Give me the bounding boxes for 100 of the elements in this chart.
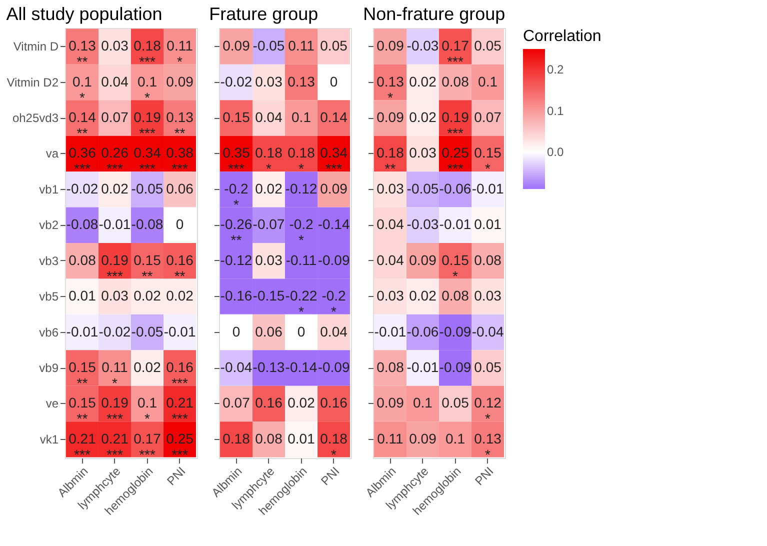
data-label: 0.09	[320, 180, 348, 196]
data-label: 0.02	[255, 180, 283, 196]
color-bar-label: 0.0	[547, 144, 564, 159]
data-label: -0.03	[406, 38, 439, 54]
y-tick-label: va	[46, 146, 59, 161]
data-label: 0.08	[376, 359, 404, 375]
data-label: -0.09	[318, 252, 350, 268]
data-label: 0.08	[442, 288, 470, 304]
data-label: 0.02	[134, 359, 162, 375]
data-label: -0.02	[220, 73, 252, 90]
data-label: 0.03	[409, 144, 437, 161]
data-label: 0.18 ***	[134, 38, 162, 70]
data-label: 0.17 ***	[134, 430, 162, 462]
y-tick-label: ve	[46, 396, 59, 411]
data-label: 0	[297, 323, 306, 340]
y-tick-label: Vitmin D	[13, 40, 59, 54]
data-label: 0.03	[376, 288, 404, 304]
data-label: 0.03	[255, 73, 283, 90]
data-label: -0.06	[406, 323, 439, 340]
data-label: 0.03	[101, 38, 129, 54]
data-label: -0.12	[220, 252, 252, 268]
data-label: 0	[330, 73, 338, 90]
data-label: 0.02	[409, 73, 437, 90]
data-label: -0.02	[66, 180, 98, 196]
data-label: 0.19 ***	[134, 109, 162, 141]
data-label: 0.12 *	[474, 394, 502, 427]
data-label: 0.34 ***	[134, 144, 162, 177]
data-label: 0.02	[409, 109, 437, 125]
data-label: 0.36 ***	[68, 144, 96, 177]
data-label: 0.17 ***	[442, 38, 470, 70]
data-label: 0.25 ***	[166, 430, 194, 462]
data-label: -0.22 *	[285, 288, 318, 320]
data-label: 0.14 **	[68, 109, 96, 141]
data-label: 0.06	[166, 180, 194, 196]
data-label: 0.11 *	[102, 359, 128, 391]
data-label: 0.35 ***	[222, 144, 250, 177]
data-label: -0.2 *	[289, 216, 314, 248]
data-label: 0.04	[320, 323, 348, 340]
data-label: 0.03	[474, 288, 502, 304]
y-tick-label: Vitmin D2	[6, 75, 59, 90]
data-label: -0.16	[220, 288, 252, 304]
data-label: 0.13	[288, 73, 316, 90]
data-label: 0.11 *	[166, 38, 194, 70]
data-label: 0.16 ***	[166, 359, 194, 391]
y-tick-label: oh25vd3	[12, 111, 59, 125]
data-label: 0.05	[442, 394, 470, 411]
data-label: 0.19 ***	[101, 252, 129, 284]
data-label: 0.1 *	[138, 73, 158, 106]
data-label: 0.01	[474, 216, 502, 232]
data-label: 0.08	[68, 252, 96, 268]
data-label: -0.12	[285, 180, 318, 196]
data-label: 0.21 ***	[68, 430, 96, 462]
data-label: 0.38 ***	[166, 144, 194, 177]
data-label: 0.08	[255, 430, 283, 446]
data-label: 0.15 *	[442, 252, 470, 284]
data-label: 0.21 ***	[166, 394, 194, 427]
data-label: -0.15	[252, 288, 285, 304]
data-label: 0.11	[377, 430, 404, 446]
data-label: 0.1	[446, 430, 466, 446]
data-label: 0.21 ***	[101, 430, 129, 462]
y-tick-label: vb9	[39, 361, 59, 375]
data-label: 0.13 **	[166, 109, 194, 141]
data-label: 0.05	[320, 38, 348, 54]
data-label: 0.02	[409, 288, 437, 304]
data-label: -0.2 *	[322, 288, 346, 320]
data-label: 0.04	[376, 252, 404, 268]
y-tick-label: vk1	[40, 432, 59, 446]
y-tick-label: vb2	[39, 218, 59, 232]
data-label: -0.13	[252, 359, 285, 375]
data-label: 0.01	[68, 288, 96, 304]
data-label: 0	[176, 216, 184, 232]
data-label: 0.18 *	[320, 430, 348, 462]
data-label: -0.01	[472, 180, 504, 196]
data-label: -0.09	[439, 359, 472, 375]
data-label: 0.18 *	[288, 144, 316, 177]
y-tick-label: vb3	[39, 254, 59, 268]
data-label: 0.15 **	[134, 252, 162, 284]
data-label: 0.1	[413, 394, 433, 411]
data-label: -0.01	[164, 323, 196, 340]
data-label: 0.09	[409, 430, 437, 446]
data-label: -0.02	[98, 323, 131, 340]
color-bar-title: Correlation	[523, 28, 602, 45]
data-label: -0.01	[406, 359, 439, 375]
data-label: 0.16 **	[166, 252, 194, 284]
data-label: 0.09	[222, 38, 250, 54]
data-label: -0.09	[318, 359, 350, 375]
data-label: 0.02	[166, 288, 194, 304]
data-label: -0.05	[131, 180, 164, 196]
data-label: 0.06	[255, 323, 283, 340]
data-label: 0.19 ***	[101, 394, 129, 427]
y-tick-label: vb1	[39, 182, 59, 196]
data-label: 0.18 *	[255, 144, 283, 177]
x-tick-label: PNI	[472, 464, 496, 488]
data-label: -0.05	[131, 323, 164, 340]
data-label: -0.04	[472, 323, 504, 340]
data-label: 0.03	[255, 252, 283, 268]
data-label: -0.11	[286, 252, 317, 268]
data-label: 0.07	[101, 109, 129, 125]
data-label: 0.25 ***	[442, 144, 470, 177]
data-label: -0.08	[66, 216, 98, 232]
